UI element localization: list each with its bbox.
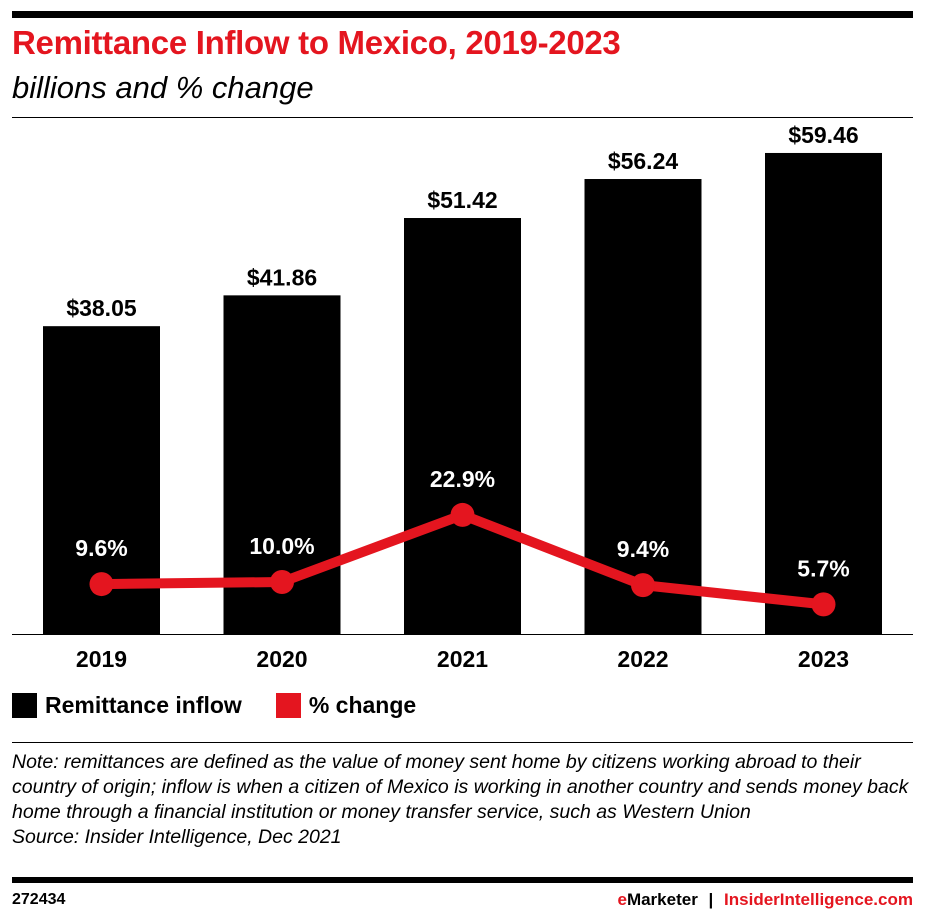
brand-e: e bbox=[617, 890, 627, 909]
change-point bbox=[270, 570, 294, 594]
note-text: Note: remittances are defined as the val… bbox=[12, 751, 909, 823]
x-tick-label: 2023 bbox=[798, 646, 849, 672]
brand-separator: | bbox=[708, 890, 714, 909]
change-point bbox=[631, 573, 655, 598]
x-tick-label: 2019 bbox=[76, 646, 127, 672]
x-tick-label: 2022 bbox=[617, 646, 668, 672]
bar bbox=[584, 179, 702, 634]
legend-swatch-inflow bbox=[12, 693, 37, 718]
chart-area: $38.05 2019 $41.86 2020 $51.42 2021 $56.24 2022… bbox=[12, 122, 913, 672]
change-point bbox=[811, 592, 836, 617]
legend: Remittance inflow % change bbox=[12, 692, 416, 719]
bar bbox=[404, 218, 521, 634]
change-label: 22.9% bbox=[430, 466, 495, 492]
change-point bbox=[89, 572, 114, 597]
bar bbox=[765, 152, 882, 634]
bar-label: $41.86 bbox=[247, 264, 317, 290]
change-label: 9.4% bbox=[617, 536, 669, 562]
change-label: 5.7% bbox=[797, 555, 849, 581]
source-text: Source: Insider Intelligence, Dec 2021 bbox=[12, 826, 342, 848]
brand-site[interactable]: InsiderIntelligence.com bbox=[724, 890, 913, 909]
brand: eMarketer | InsiderIntelligence.com bbox=[617, 890, 913, 910]
change-label: 9.6% bbox=[75, 535, 127, 561]
bottom-bar bbox=[12, 877, 913, 883]
top-bar bbox=[12, 11, 913, 18]
x-tick-label: 2020 bbox=[256, 646, 307, 672]
change-label: 10.0% bbox=[249, 533, 314, 559]
legend-label-change: % change bbox=[308, 692, 417, 718]
bar-label: $38.05 bbox=[66, 295, 137, 321]
note: Note: remittances are defined as the val… bbox=[12, 750, 917, 850]
x-tick-label: 2021 bbox=[437, 646, 488, 672]
bar-label: $59.46 bbox=[788, 122, 858, 148]
change-point bbox=[450, 502, 475, 527]
chart-title: Remittance Inflow to Mexico, 2019-2023 bbox=[12, 24, 621, 61]
legend-swatch-change bbox=[275, 693, 301, 718]
divider bbox=[12, 742, 913, 743]
bar-label: $56.24 bbox=[608, 148, 679, 174]
bar-label: $51.42 bbox=[427, 187, 497, 213]
chart-subtitle: billions and % change bbox=[12, 70, 314, 105]
brand-emarketer: Marketer bbox=[626, 890, 698, 909]
divider bbox=[12, 117, 913, 118]
chart-id: 272434 bbox=[12, 891, 66, 908]
legend-label-inflow: Remittance inflow bbox=[45, 692, 242, 718]
